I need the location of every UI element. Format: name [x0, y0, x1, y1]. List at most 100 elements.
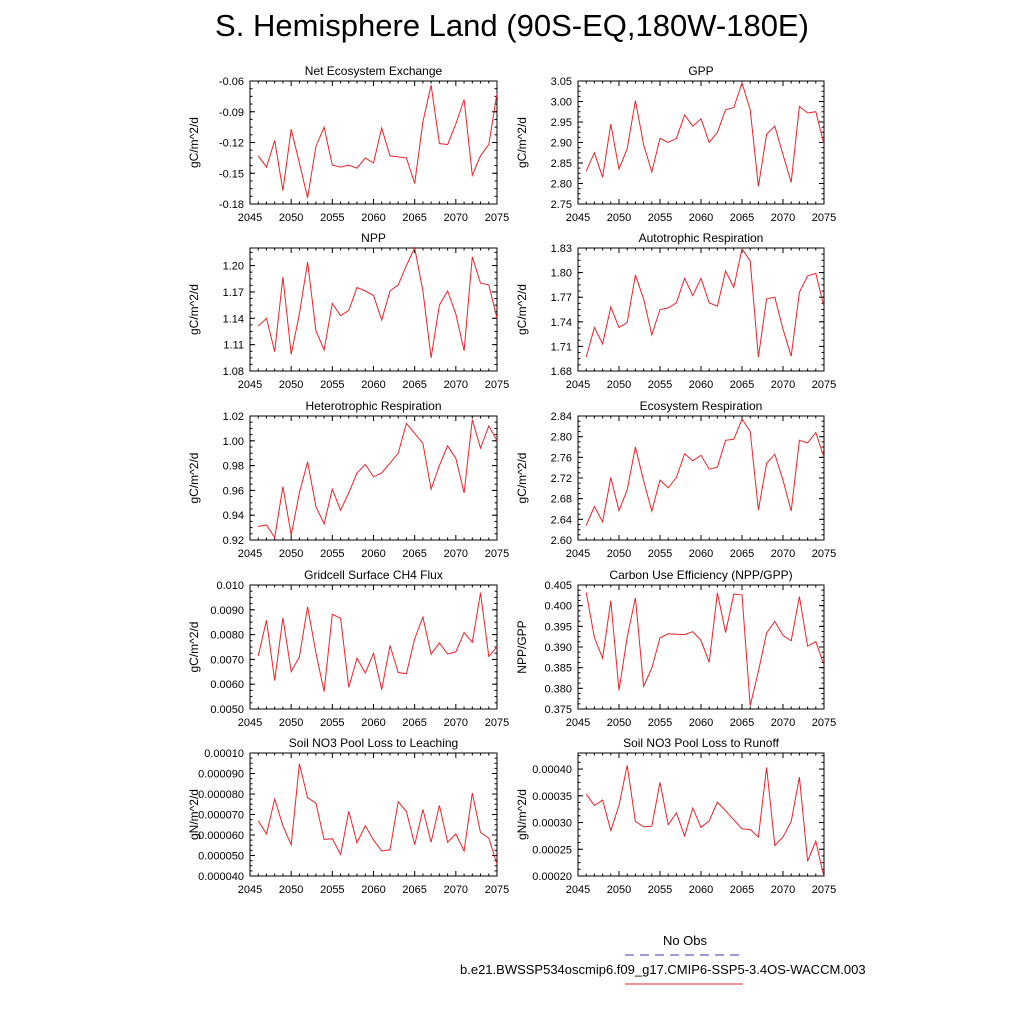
y-tick-label: 1.83 [551, 243, 572, 255]
panel-4 [577, 247, 825, 372]
y-axis-label: gC/m^2/d [187, 622, 201, 673]
panel-title: Net Ecosystem Exchange [305, 64, 443, 78]
x-tick-label: 2065 [730, 212, 754, 224]
panel-10 [577, 752, 825, 878]
x-tick-label: 2070 [771, 884, 795, 896]
y-tick-label: 0.00035 [532, 791, 572, 803]
y-tick-label: 1.02 [223, 411, 244, 423]
panel-title: Soil NO3 Pool Loss to Runoff [623, 736, 780, 750]
x-tick-label: 2060 [689, 717, 713, 729]
y-tick-label: 0.000040 [198, 871, 244, 883]
x-tick-label: 2045 [238, 884, 262, 896]
y-tick-label: 2.95 [551, 117, 572, 129]
y-tick-label: 2.76 [551, 452, 572, 464]
series-line [585, 418, 825, 526]
x-tick-label: 2055 [320, 717, 344, 729]
plot-frame [577, 752, 825, 877]
x-tick-label: 2050 [279, 717, 303, 729]
x-tick-label: 2075 [485, 884, 509, 896]
y-tick-label: 0.00030 [532, 818, 572, 830]
panel-6 [577, 415, 825, 541]
x-tick-label: 2055 [320, 884, 344, 896]
x-tick-label: 2050 [279, 548, 303, 560]
y-tick-label: -0.12 [219, 138, 244, 150]
x-tick-label: 2050 [279, 379, 303, 391]
y-tick-label: 1.71 [551, 341, 572, 353]
y-axis-label: gN/m^2/d [187, 789, 201, 840]
panel-5 [249, 415, 498, 541]
y-tick-label: 2.80 [551, 179, 572, 191]
series-line [585, 592, 825, 706]
y-tick-label: 0.000070 [198, 810, 244, 822]
y-axis-label: gC/m^2/d [187, 284, 201, 335]
legend-case-label: b.e21.BWSSP534oscmip6.f09_g17.CMIP6-SSP5… [460, 962, 866, 977]
series-line [258, 419, 498, 539]
plot-frame [577, 415, 825, 541]
series-line [585, 765, 825, 878]
y-tick-label: 0.96 [223, 485, 244, 497]
y-tick-label: 0.0060 [210, 679, 244, 691]
y-tick-label: 0.395 [544, 621, 572, 633]
y-tick-label: 1.00 [223, 436, 244, 448]
y-tick-label: 3.00 [551, 97, 572, 109]
x-tick-label: 2050 [607, 548, 631, 560]
y-tick-label: 0.385 [544, 663, 572, 675]
x-tick-label: 2065 [730, 379, 754, 391]
x-tick-label: 2060 [689, 212, 713, 224]
x-tick-label: 2060 [361, 379, 385, 391]
x-tick-label: 2050 [607, 379, 631, 391]
x-tick-label: 2070 [444, 379, 468, 391]
y-axis-label: gC/m^2/d [515, 453, 529, 504]
x-tick-label: 2045 [566, 379, 590, 391]
x-tick-label: 2060 [361, 717, 385, 729]
x-tick-label: 2065 [730, 548, 754, 560]
y-axis-label: NPP/GPP [515, 620, 529, 673]
plot-frame [249, 80, 498, 205]
panel-title: Ecosystem Respiration [640, 399, 763, 413]
panel-title: GPP [688, 64, 713, 78]
x-tick-label: 2045 [238, 379, 262, 391]
y-tick-label: 0.0070 [210, 654, 244, 666]
plot-frame [577, 247, 825, 372]
y-tick-label: 0.390 [544, 642, 572, 654]
y-tick-label: 1.17 [223, 287, 244, 299]
y-axis-label: gC/m^2/d [187, 453, 201, 504]
x-tick-label: 2070 [771, 212, 795, 224]
x-tick-label: 2055 [648, 379, 672, 391]
panel-3 [249, 246, 498, 372]
panel-title: Gridcell Surface CH4 Flux [304, 568, 443, 582]
series-line [585, 81, 825, 187]
plot-frame [249, 247, 498, 372]
y-axis-label: gC/m^2/d [515, 284, 529, 335]
y-tick-label: 0.375 [544, 704, 572, 716]
panel-7 [249, 584, 498, 710]
y-tick-label: 0.000080 [198, 789, 244, 801]
y-axis-label: gC/m^2/d [187, 117, 201, 168]
y-tick-label: 0.00020 [532, 871, 572, 883]
x-tick-label: 2050 [607, 717, 631, 729]
x-tick-label: 2070 [771, 717, 795, 729]
x-tick-label: 2055 [648, 884, 672, 896]
x-tick-label: 2050 [279, 884, 303, 896]
x-tick-label: 2070 [444, 212, 468, 224]
x-tick-label: 2070 [444, 717, 468, 729]
y-tick-label: 3.05 [551, 76, 572, 88]
x-tick-label: 2060 [689, 379, 713, 391]
x-tick-label: 2065 [402, 884, 426, 896]
panel-2 [577, 80, 825, 205]
series-line [257, 246, 498, 358]
x-tick-label: 2045 [566, 884, 590, 896]
x-tick-label: 2050 [279, 212, 303, 224]
x-tick-label: 2055 [320, 379, 344, 391]
y-tick-label: 2.60 [551, 535, 572, 547]
y-tick-label: 2.80 [551, 432, 572, 444]
y-tick-label: 0.00040 [532, 764, 572, 776]
y-tick-label: 0.010 [216, 580, 244, 592]
x-tick-label: 2065 [730, 884, 754, 896]
y-tick-label: 2.90 [551, 138, 572, 150]
y-tick-label: 1.80 [551, 268, 572, 280]
y-tick-label: 0.405 [544, 580, 572, 592]
x-tick-label: 2075 [812, 717, 836, 729]
x-tick-label: 2065 [402, 548, 426, 560]
